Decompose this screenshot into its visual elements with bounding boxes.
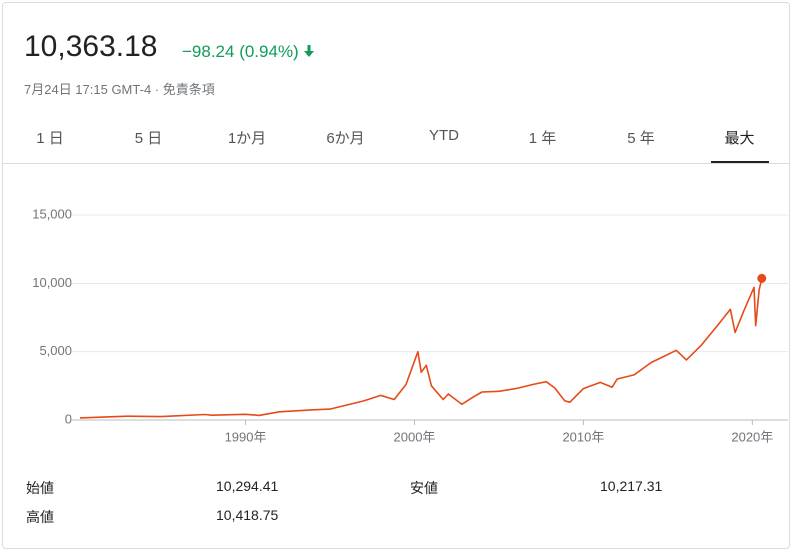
y-tick-label: 15,000 <box>32 206 72 221</box>
timestamp-line: 7月24日 17:15 GMT-4 · 免責条項 <box>24 82 215 97</box>
range-tab[interactable]: 最大 <box>724 130 755 147</box>
range-tab[interactable]: 6か月 <box>326 130 365 147</box>
divider <box>3 163 789 164</box>
stat-value: 10,418.75 <box>216 507 279 523</box>
range-tab[interactable]: 5 年 <box>627 130 655 147</box>
y-tick-label: 10,000 <box>32 275 72 290</box>
down-arrow <box>304 45 315 57</box>
range-tab[interactable]: 1か月 <box>227 130 267 147</box>
stat-label: 安値 <box>410 480 438 496</box>
stat-label: 高値 <box>26 509 54 525</box>
range-tab[interactable]: 5 日 <box>134 130 163 147</box>
x-tick-label: 2000年 <box>394 429 436 444</box>
timestamp: 7月24日 17:15 GMT-4 <box>24 82 152 97</box>
selected-underline <box>710 161 769 164</box>
price: 10,363.18 <box>24 30 158 63</box>
stat-label: 始値 <box>26 480 54 496</box>
x-tick-label: 1990年 <box>225 429 267 444</box>
change-text: −98.24 (0.94%) <box>182 42 299 61</box>
y-tick-label: 0 <box>65 411 72 426</box>
price-line <box>79 278 763 419</box>
range-tab[interactable]: 1 年 <box>528 130 557 147</box>
stat-value: 10,217.31 <box>600 478 663 494</box>
price-change: −98.24 (0.94%) <box>182 42 315 62</box>
disclaimer-link[interactable]: 免責条項 <box>162 82 215 97</box>
range-tab[interactable]: 1 日 <box>36 130 64 147</box>
x-tick-label: 2010年 <box>562 429 604 444</box>
stat-value: 10,294.41 <box>216 478 279 494</box>
last-point <box>757 273 767 283</box>
x-tick-label: 2020年 <box>731 429 773 444</box>
y-tick-label: 5,000 <box>39 343 72 358</box>
range-tab[interactable]: YTD <box>429 127 459 144</box>
chart: 0 5,000 10,000 15,000 1990年 2000年 2010年 2020年 <box>32 206 788 444</box>
